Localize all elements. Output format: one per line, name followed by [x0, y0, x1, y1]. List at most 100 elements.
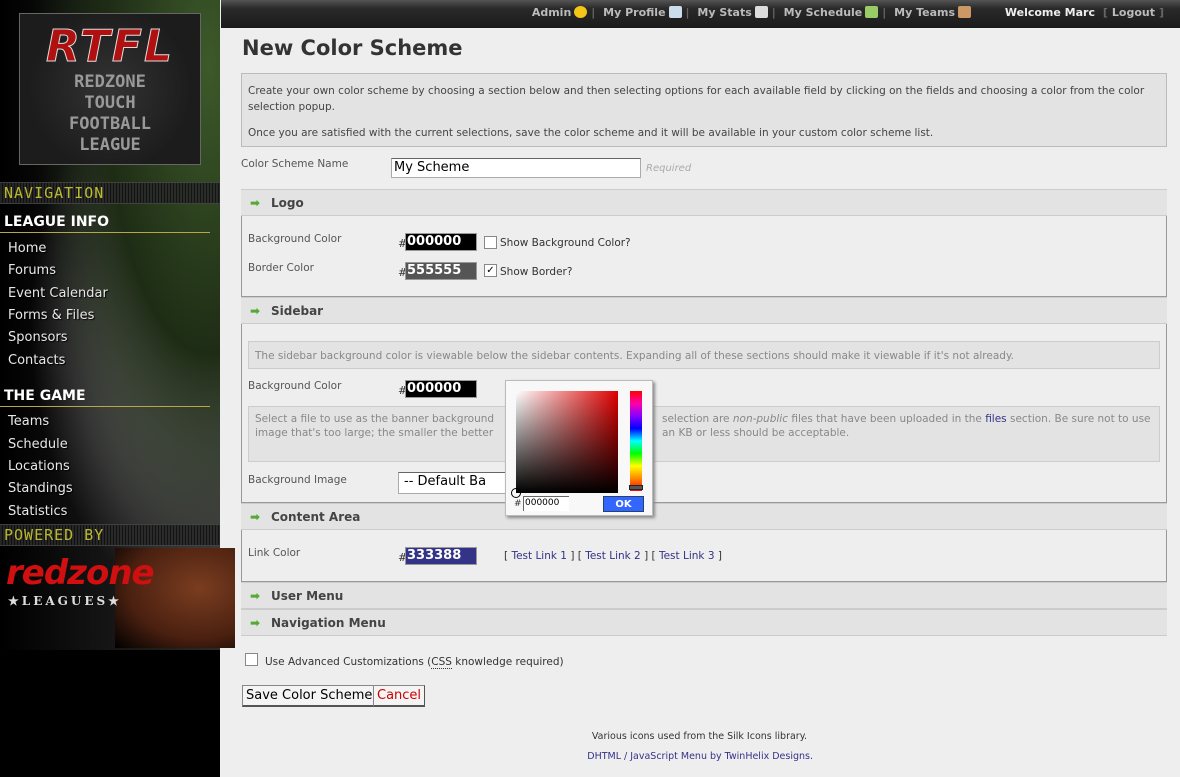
scheme-name-label: Color Scheme Name [241, 158, 349, 170]
nav-event-calendar[interactable]: Event Calendar [8, 286, 108, 301]
nav-sponsors[interactable]: Sponsors [8, 330, 68, 345]
section-title: Logo [271, 196, 304, 210]
vcard-icon [668, 6, 682, 18]
powered-by-banner: POWERED BY [0, 524, 220, 546]
file-note: Select a file to use as the banner backg… [248, 406, 1160, 462]
my-teams-link[interactable]: My Teams [894, 6, 972, 19]
show-border-checkbox[interactable]: ✓ [484, 264, 497, 277]
welcome-text: Welcome Marc [1004, 6, 1095, 19]
nav-statistics[interactable]: Statistics [8, 504, 68, 519]
picker-cursor[interactable] [511, 488, 521, 498]
logo-line: LEAGUE [79, 135, 141, 155]
nav-contacts[interactable]: Contacts [8, 353, 66, 368]
test-link-3[interactable]: Test Link 3 [658, 550, 715, 562]
arrow-right-icon: ➡ [250, 304, 261, 318]
sidebar-bg-label: Background Color [248, 380, 342, 392]
nav-schedule[interactable]: Schedule [8, 437, 68, 452]
file-note-text: KB or less should be acceptable. [678, 427, 850, 439]
arrow-right-icon: ➡ [250, 196, 261, 210]
file-note-text: selection are [662, 413, 730, 425]
color-picker-popup: # 000000 OK [505, 380, 653, 516]
footer-twinhelix-credit[interactable]: DHTML / JavaScript Menu by TwinHelix Des… [587, 751, 813, 762]
section-sidebar-body: The sidebar background color is viewable… [241, 324, 1167, 503]
show-bg-color-checkbox[interactable] [484, 236, 497, 249]
picker-ok-button[interactable]: OK [603, 496, 644, 512]
logo-bg-color-field[interactable]: 000000 [405, 233, 477, 251]
save-button[interactable]: Save Color Scheme [242, 685, 377, 707]
my-schedule-link[interactable]: My Schedule [784, 6, 879, 19]
my-stats-link[interactable]: My Stats [697, 6, 768, 19]
logo-border-color-field[interactable]: 555555 [405, 262, 477, 280]
redzone-logo-tag: ★LEAGUES★ [8, 594, 122, 608]
my-stats-label: My Stats [697, 6, 752, 19]
nav-standings[interactable]: Standings [8, 481, 73, 496]
section-user-menu-header[interactable]: ➡ User Menu [241, 582, 1167, 609]
logo-line: TOUCH [84, 93, 136, 113]
css-abbr: CSS [431, 656, 452, 669]
arrow-right-icon: ➡ [250, 589, 261, 603]
section-title: User Menu [271, 589, 344, 603]
nav-forums[interactable]: Forums [8, 263, 56, 278]
section-content-area-header[interactable]: ➡ Content Area [241, 503, 1167, 530]
football-image [115, 548, 235, 648]
sidebar: RTFL REDZONE TOUCH FOOTBALL LEAGUE NAVIG… [0, 0, 235, 777]
test-links: [ Test Link 1 ] [ Test Link 2 ] [ Test L… [504, 550, 722, 562]
section-content-area-body: Link Color # 333388 [ Test Link 1 ] [ Te… [241, 530, 1167, 582]
scheme-name-input[interactable]: My Scheme [391, 158, 641, 178]
hash-symbol: # [398, 266, 408, 279]
footer-silk-credit[interactable]: Various icons used from the Silk Icons l… [591, 731, 807, 742]
file-note-right: selection are non-public files that have… [662, 412, 1154, 440]
picker-hex-input[interactable]: 000000 [523, 496, 569, 511]
sidebar-bg-color-field[interactable]: 000000 [405, 380, 477, 398]
file-note-left: Select a file to use as the banner backg… [255, 412, 503, 440]
advanced-text: Use Advanced Customizations ( [265, 656, 432, 668]
calendar-icon [865, 6, 879, 18]
nav-forms-files[interactable]: Forms & Files [8, 308, 95, 323]
sidebar-note: The sidebar background color is viewable… [248, 341, 1160, 369]
league-logo[interactable]: RTFL REDZONE TOUCH FOOTBALL LEAGUE [19, 13, 201, 165]
test-link-1[interactable]: Test Link 1 [511, 550, 567, 562]
cancel-button[interactable]: Cancel [373, 685, 426, 707]
saturation-value-area[interactable] [516, 391, 618, 493]
test-link-2[interactable]: Test Link 2 [585, 550, 641, 562]
nav-home[interactable]: Home [8, 241, 47, 256]
link-color-field[interactable]: 333388 [405, 547, 477, 565]
admin-label: Admin [531, 6, 572, 19]
logo-bg-label: Background Color [248, 233, 342, 245]
file-note-text: files that have been uploaded in the [791, 413, 982, 425]
arrow-right-icon: ➡ [250, 510, 261, 524]
hue-slider-handle[interactable] [629, 485, 643, 490]
intro-text: Once you are satisfied with the current … [248, 127, 934, 139]
required-hint: Required [646, 163, 692, 174]
logo-line: FOOTBALL [69, 114, 151, 134]
file-note-text: section. Be sure not to use an [662, 413, 1151, 439]
show-border-label: Show Border? [500, 266, 573, 278]
redzone-logo[interactable]: redzone [6, 553, 155, 593]
logout-link[interactable]: Logout [1111, 6, 1155, 19]
admin-link[interactable]: Admin [531, 6, 588, 19]
file-note-text: image that's too large; the smaller the … [255, 427, 494, 439]
intro-text: Create your own color scheme by choosing… [248, 85, 1145, 113]
advanced-checkbox[interactable] [245, 653, 258, 666]
nav-section-league-info: LEAGUE INFO [0, 214, 210, 233]
nav-locations[interactable]: Locations [8, 459, 70, 474]
star-icon [574, 6, 588, 18]
arrow-right-icon: ➡ [250, 616, 261, 630]
hue-slider[interactable] [630, 391, 642, 491]
section-title: Navigation Menu [271, 616, 386, 630]
nav-teams[interactable]: Teams [8, 414, 50, 429]
advanced-text: knowledge required) [451, 656, 564, 668]
logo-border-label: Border Color [248, 262, 314, 274]
section-navigation-menu-header[interactable]: ➡ Navigation Menu [241, 609, 1167, 636]
section-title: Sidebar [271, 304, 324, 318]
section-logo-header[interactable]: ➡ Logo [241, 189, 1167, 216]
hash-symbol: # [514, 499, 522, 509]
page-title: New Color Scheme [242, 36, 463, 60]
file-note-text: Select a file to use as the banner backg… [255, 413, 495, 425]
show-bg-color-label: Show Background Color? [500, 237, 631, 249]
section-sidebar-header[interactable]: ➡ Sidebar [241, 297, 1167, 324]
hash-symbol: # [398, 237, 408, 250]
top-user-bar: Admin | My Profile | My Stats | My Schedule… [221, 0, 1180, 28]
files-link[interactable]: files [985, 413, 1007, 425]
my-profile-link[interactable]: My Profile [603, 6, 682, 19]
